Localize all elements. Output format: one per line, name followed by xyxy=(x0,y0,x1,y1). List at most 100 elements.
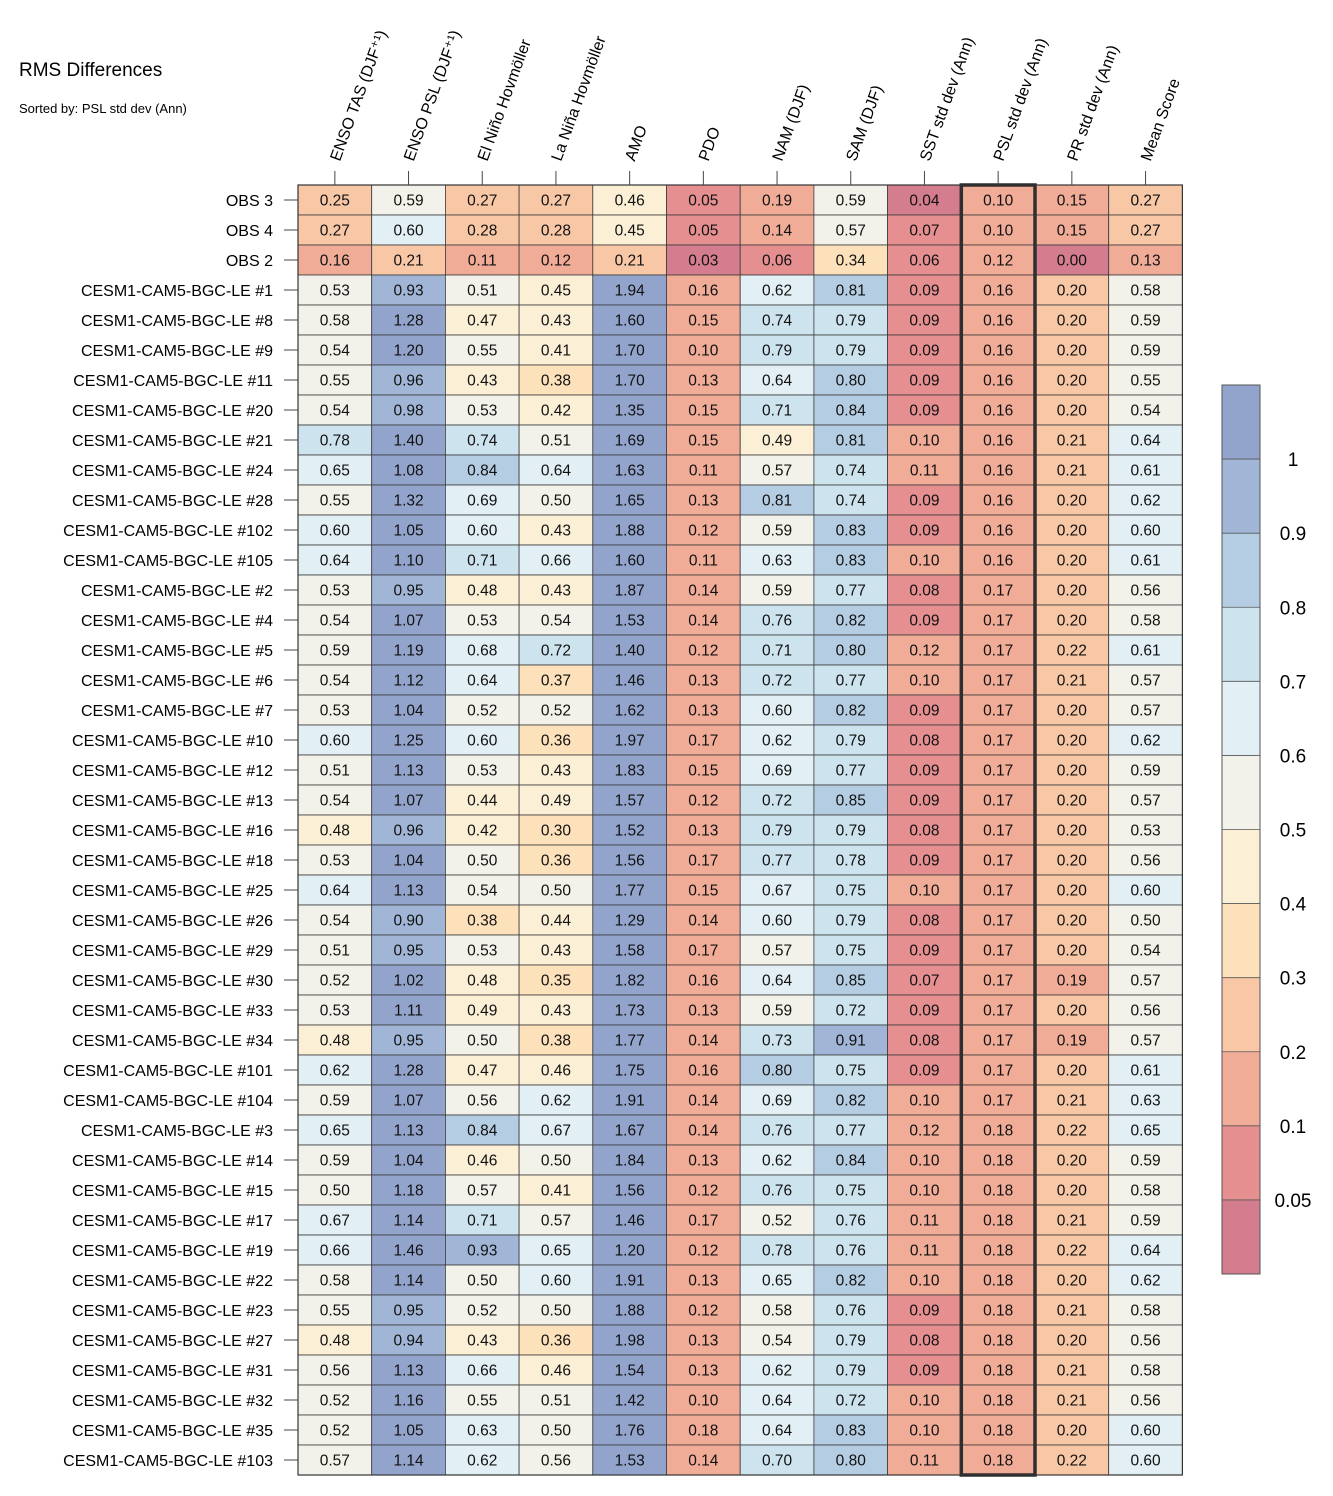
heatmap-cell xyxy=(518,784,594,816)
heatmap-cell xyxy=(813,604,889,636)
cell-value: 0.50 xyxy=(541,493,572,510)
cell-value: 0.09 xyxy=(909,1303,939,1320)
heatmap-cell xyxy=(813,1264,889,1296)
cell-value: 0.20 xyxy=(1057,733,1088,750)
cell-value: 0.81 xyxy=(836,433,866,450)
heatmap-cell xyxy=(1034,784,1110,816)
cell-value: 0.18 xyxy=(983,1423,1013,1440)
heatmap-cell xyxy=(297,1204,373,1236)
heatmap-cell xyxy=(444,1114,520,1146)
heatmap-cell xyxy=(592,754,667,786)
cell-value: 0.56 xyxy=(320,1363,350,1380)
colorbar-segment xyxy=(1222,977,1260,1052)
cell-value: 0.17 xyxy=(983,1063,1013,1080)
heatmap-cell xyxy=(739,274,815,306)
heatmap-cell xyxy=(739,874,815,906)
heatmap-cell xyxy=(739,514,815,546)
cell-value: 0.18 xyxy=(983,1363,1013,1380)
cell-value: 1.73 xyxy=(615,1003,645,1020)
column-label: ENSO PSL (DJF⁺¹) xyxy=(401,28,464,163)
heatmap-cell xyxy=(887,574,962,606)
cell-value: 0.59 xyxy=(1130,343,1160,360)
cell-value: 0.60 xyxy=(467,733,498,750)
cell-value: 0.20 xyxy=(1057,763,1088,780)
cell-value: 0.43 xyxy=(541,523,571,540)
heatmap-cell xyxy=(371,544,446,576)
heatmap-cell xyxy=(666,1024,741,1056)
cell-value: 0.81 xyxy=(762,493,792,510)
cell-value: 0.67 xyxy=(541,1123,571,1140)
cell-value: 1.60 xyxy=(615,553,646,570)
heatmap-cell xyxy=(297,394,373,426)
heatmap-cell xyxy=(371,1264,446,1296)
cell-value: 0.71 xyxy=(762,403,792,420)
cell-value: 1.07 xyxy=(393,793,423,810)
cell-value: 0.65 xyxy=(541,1243,571,1260)
cell-value: 0.20 xyxy=(1057,343,1088,360)
heatmap-cell xyxy=(444,664,520,696)
cell-value: 0.75 xyxy=(836,1183,866,1200)
heatmap-cell xyxy=(887,1144,962,1176)
heatmap-cell xyxy=(960,1414,1036,1446)
cell-value: 0.52 xyxy=(320,1423,350,1440)
cell-value: 0.15 xyxy=(688,403,718,420)
cell-value: 0.14 xyxy=(688,913,719,930)
cell-value: 0.77 xyxy=(762,853,792,870)
cell-value: 1.29 xyxy=(615,913,645,930)
heatmap-cell xyxy=(444,544,520,576)
cell-value: 1.62 xyxy=(615,703,645,720)
colorbar-tick-label: 0.6 xyxy=(1280,746,1306,767)
cell-value: 0.62 xyxy=(320,1063,350,1080)
cell-value: 0.22 xyxy=(1057,1123,1087,1140)
cell-value: 0.10 xyxy=(909,1183,940,1200)
cell-value: 0.13 xyxy=(688,703,718,720)
cell-value: 0.60 xyxy=(762,913,793,930)
heatmap-cell xyxy=(518,1324,594,1356)
cell-value: 0.62 xyxy=(1130,733,1160,750)
cell-value: 0.59 xyxy=(836,193,866,210)
cell-value: 0.55 xyxy=(467,343,497,360)
cell-value: 0.17 xyxy=(983,823,1013,840)
cell-value: 0.57 xyxy=(1130,1033,1160,1050)
heatmap-cell xyxy=(518,874,594,906)
heatmap-cell xyxy=(813,844,889,876)
colorbar-segment xyxy=(1222,755,1260,830)
heatmap-cell xyxy=(739,634,815,666)
colorbar-tick-label: 1 xyxy=(1288,450,1299,471)
heatmap-cell xyxy=(1034,1024,1110,1056)
heatmap-cell xyxy=(666,934,741,966)
cell-value: 0.51 xyxy=(541,1393,571,1410)
cell-value: 0.18 xyxy=(983,1183,1013,1200)
cell-value: 0.81 xyxy=(836,283,866,300)
cell-value: 0.50 xyxy=(467,1273,498,1290)
row-label: OBS 3 xyxy=(226,193,273,210)
cell-value: 0.17 xyxy=(983,1033,1013,1050)
cell-value: 0.55 xyxy=(320,493,350,510)
cell-value: 0.48 xyxy=(320,1333,350,1350)
cell-value: 0.21 xyxy=(1057,1303,1087,1320)
heatmap-cell xyxy=(1108,454,1183,486)
cell-value: 1.67 xyxy=(615,1123,645,1140)
cell-value: 0.79 xyxy=(836,823,866,840)
cell-value: 0.67 xyxy=(762,883,792,900)
row-label: CESM1-CAM5-BGC-LE #14 xyxy=(72,1153,273,1170)
cell-value: 1.65 xyxy=(615,493,645,510)
cell-value: 0.59 xyxy=(1130,313,1160,330)
cell-value: 0.20 xyxy=(1057,373,1088,390)
row-label: CESM1-CAM5-BGC-LE #20 xyxy=(72,403,273,420)
heatmap-cell xyxy=(444,1264,520,1296)
cell-value: 0.12 xyxy=(909,643,939,660)
heatmap-cell xyxy=(592,1174,667,1206)
cell-value: 0.50 xyxy=(467,853,498,870)
cell-value: 1.76 xyxy=(615,1423,645,1440)
heatmap-cell xyxy=(592,1234,667,1266)
cell-value: 0.61 xyxy=(1130,643,1160,660)
heatmap-cell xyxy=(666,214,741,246)
cell-value: 0.49 xyxy=(541,793,571,810)
heatmap-cell xyxy=(371,844,446,876)
heatmap-cell xyxy=(518,1264,594,1296)
cell-value: 0.60 xyxy=(320,523,351,540)
heatmap-cell xyxy=(1108,1234,1183,1266)
cell-value: 0.65 xyxy=(762,1273,792,1290)
cell-value: 1.14 xyxy=(393,1213,424,1230)
